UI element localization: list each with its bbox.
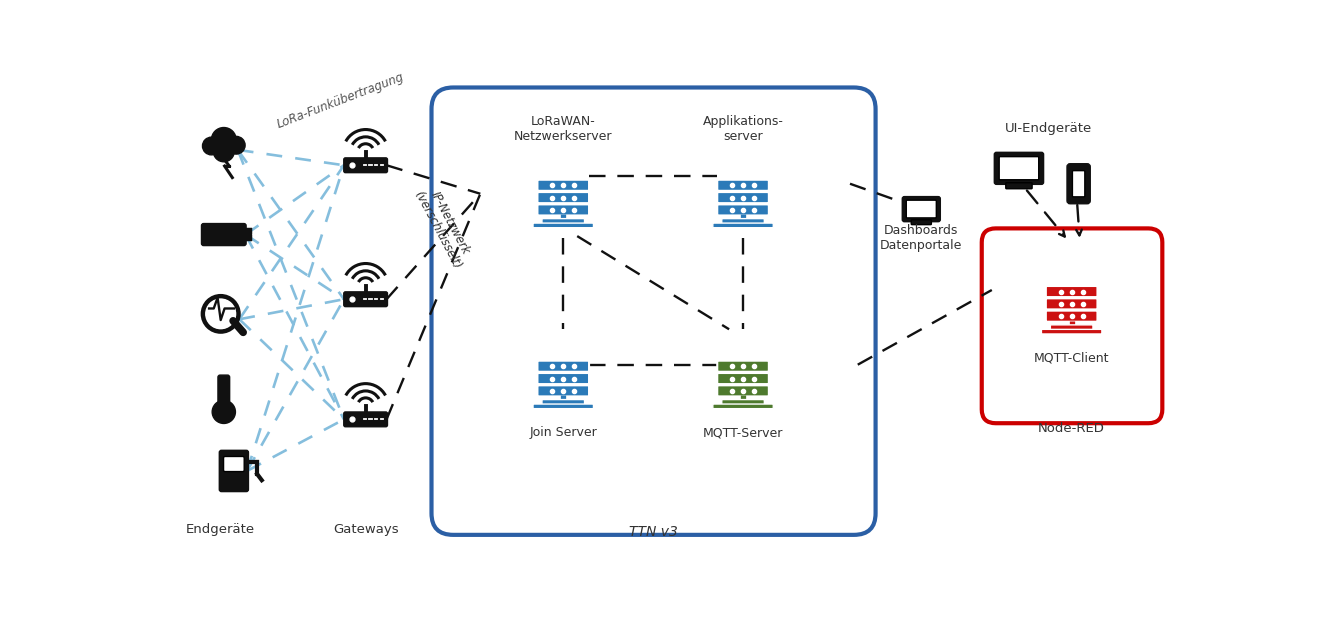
FancyBboxPatch shape	[718, 373, 769, 384]
FancyBboxPatch shape	[722, 399, 765, 405]
FancyBboxPatch shape	[223, 456, 245, 472]
FancyBboxPatch shape	[1051, 325, 1093, 330]
FancyBboxPatch shape	[538, 373, 589, 384]
FancyBboxPatch shape	[538, 385, 589, 396]
Text: Applikations-
server: Applikations- server	[703, 115, 784, 143]
FancyBboxPatch shape	[542, 399, 585, 405]
FancyBboxPatch shape	[712, 223, 773, 228]
FancyBboxPatch shape	[1046, 298, 1098, 309]
FancyBboxPatch shape	[999, 157, 1039, 180]
FancyBboxPatch shape	[534, 223, 594, 228]
Circle shape	[207, 299, 235, 328]
FancyBboxPatch shape	[1073, 170, 1085, 197]
Text: MQTT-Client: MQTT-Client	[1034, 352, 1109, 365]
Circle shape	[214, 141, 234, 162]
Text: Dashboards
Datenportale: Dashboards Datenportale	[880, 224, 962, 252]
FancyBboxPatch shape	[542, 219, 585, 224]
Text: Node-RED: Node-RED	[1038, 422, 1105, 435]
Text: TTN v3: TTN v3	[629, 525, 677, 539]
FancyBboxPatch shape	[1046, 311, 1098, 322]
FancyBboxPatch shape	[344, 158, 387, 172]
FancyBboxPatch shape	[712, 404, 773, 409]
Text: Join Server: Join Server	[530, 427, 597, 440]
Text: Endgeräte: Endgeräte	[185, 523, 254, 536]
FancyBboxPatch shape	[1067, 164, 1090, 204]
Text: LoRa-Funkübertragung: LoRa-Funkübertragung	[276, 71, 406, 131]
FancyBboxPatch shape	[344, 292, 387, 307]
Circle shape	[203, 137, 220, 155]
Circle shape	[227, 136, 245, 154]
FancyBboxPatch shape	[1005, 183, 1032, 188]
FancyBboxPatch shape	[718, 385, 769, 396]
FancyBboxPatch shape	[981, 228, 1163, 423]
FancyBboxPatch shape	[344, 412, 387, 427]
Text: LoRaWAN-
Netzwerkserver: LoRaWAN- Netzwerkserver	[513, 115, 613, 143]
FancyBboxPatch shape	[906, 200, 937, 218]
FancyBboxPatch shape	[538, 180, 589, 191]
FancyBboxPatch shape	[1046, 286, 1098, 297]
FancyBboxPatch shape	[219, 450, 249, 492]
FancyBboxPatch shape	[534, 404, 594, 409]
Text: UI-Endgeräte: UI-Endgeräte	[1005, 122, 1093, 135]
Circle shape	[212, 401, 235, 423]
FancyBboxPatch shape	[538, 192, 589, 203]
FancyBboxPatch shape	[218, 375, 230, 414]
FancyBboxPatch shape	[722, 219, 765, 224]
FancyBboxPatch shape	[902, 197, 941, 222]
FancyBboxPatch shape	[1042, 329, 1102, 334]
FancyBboxPatch shape	[718, 205, 769, 216]
FancyBboxPatch shape	[718, 180, 769, 191]
FancyBboxPatch shape	[718, 361, 769, 372]
Circle shape	[211, 128, 237, 152]
FancyBboxPatch shape	[911, 219, 931, 224]
Text: IP-Netzwerk
(verschlüsselt): IP-Netzwerk (verschlüsselt)	[411, 182, 477, 272]
FancyBboxPatch shape	[538, 205, 589, 216]
FancyBboxPatch shape	[538, 361, 589, 372]
FancyBboxPatch shape	[431, 87, 875, 535]
FancyBboxPatch shape	[995, 153, 1043, 184]
FancyBboxPatch shape	[202, 224, 246, 246]
FancyBboxPatch shape	[718, 192, 769, 203]
Text: MQTT-Server: MQTT-Server	[703, 427, 784, 440]
Text: Gateways: Gateways	[333, 523, 398, 536]
